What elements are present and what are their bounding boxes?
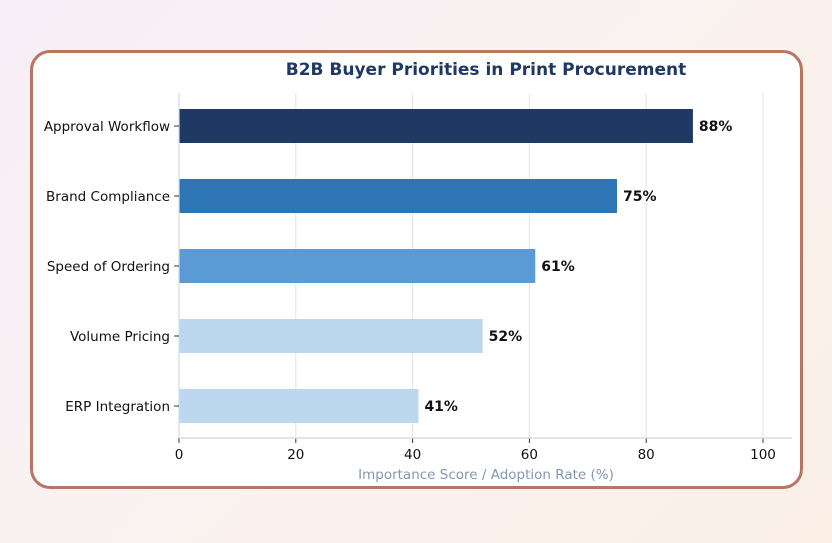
y-tick-label: ERP Integration	[65, 399, 170, 415]
y-tick-label: Speed of Ordering	[47, 259, 170, 275]
bar	[179, 109, 693, 143]
data-label: 88%	[699, 119, 733, 135]
x-tick-label: 60	[521, 447, 538, 463]
data-label: 61%	[541, 259, 575, 275]
bar	[179, 179, 617, 213]
x-axis-label: Importance Score / Adoption Rate (%)	[358, 467, 614, 483]
data-label: 41%	[424, 399, 458, 415]
data-label: 75%	[623, 189, 657, 205]
x-tick-label: 100	[750, 447, 776, 463]
x-tick-label: 20	[287, 447, 304, 463]
y-tick-label: Volume Pricing	[70, 329, 170, 345]
y-tick-label: Brand Compliance	[46, 189, 170, 205]
x-tick-label: 40	[404, 447, 421, 463]
x-tick-label: 0	[175, 447, 184, 463]
bar	[179, 249, 536, 283]
chart-title: B2B Buyer Priorities in Print Procuremen…	[286, 60, 686, 80]
y-tick-label: Approval Workflow	[44, 119, 170, 135]
bar	[179, 319, 483, 353]
data-label: 52%	[489, 329, 523, 345]
x-tick-label: 80	[638, 447, 655, 463]
bar	[179, 389, 419, 423]
